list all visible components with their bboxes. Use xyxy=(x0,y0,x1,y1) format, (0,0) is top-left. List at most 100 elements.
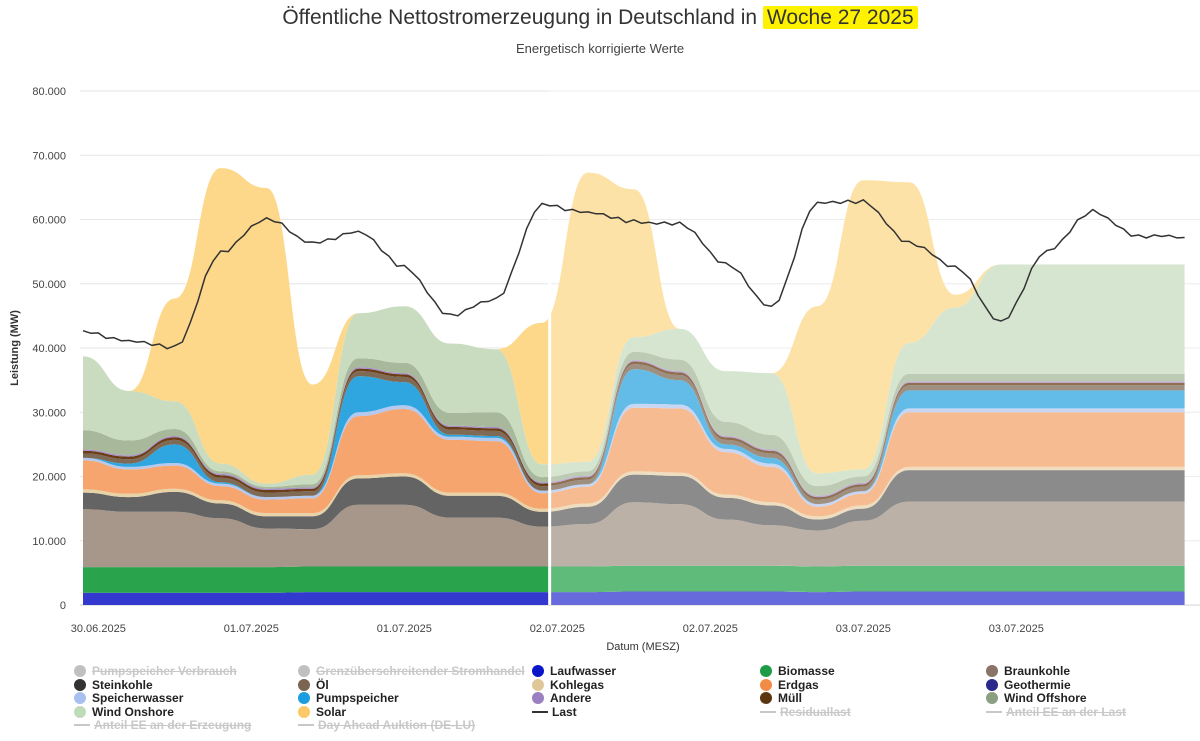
legend-item-geothermie[interactable]: Geothermie xyxy=(986,678,1071,692)
legend-item-day-ahead-auktion-de-lu[interactable]: Day Ahead Auktion (DE-LU) xyxy=(298,718,475,732)
x-tick-label: 03.07.2025 xyxy=(836,623,891,635)
legend-line-marker-icon xyxy=(298,724,314,726)
legend-label: Erdgas xyxy=(778,677,819,692)
title-prefix: Öffentliche Nettostromerzeugung in Deuts… xyxy=(282,6,763,29)
legend-item-anteil-ee-an-der-erzeugung[interactable]: Anteil EE an der Erzeugung xyxy=(74,718,251,732)
area-biomasse xyxy=(83,565,1185,593)
legend-item-last[interactable]: Last xyxy=(532,705,577,719)
legend-label: Müll xyxy=(778,691,802,705)
legend-line-marker-icon xyxy=(986,710,1002,713)
legend-dot-marker-icon xyxy=(760,678,772,691)
legend-label: Solar xyxy=(316,704,347,719)
legend-line-marker-icon xyxy=(760,710,776,713)
legend-dot-marker-icon xyxy=(74,678,86,691)
legend-item-steinkohle[interactable]: Steinkohle xyxy=(74,678,153,692)
y-tick-label: 20.000 xyxy=(32,472,66,484)
legend-dot-marker-icon xyxy=(74,705,86,718)
y-tick-label: 0 xyxy=(60,600,66,612)
legend-item-residuallast[interactable]: Residuallast xyxy=(760,705,851,719)
legend-label: Öl xyxy=(316,677,329,692)
legend-label: Grenzüberschreitender Stromhandel xyxy=(316,664,525,678)
legend-label: Steinkohle xyxy=(92,677,153,692)
legend-label: Last xyxy=(552,704,577,719)
legend-item-grenz-berschreitender-stromhandel[interactable]: Grenzüberschreitender Stromhandel xyxy=(298,664,525,678)
legend-dot-marker-icon xyxy=(298,692,310,704)
y-tick-label: 60.000 xyxy=(32,215,66,227)
y-axis-label: Leistung (MW) xyxy=(9,310,21,386)
area-pumpspeicher xyxy=(83,369,1185,505)
legend-dot-marker-icon xyxy=(532,692,544,704)
last-series-line xyxy=(82,199,1185,350)
legend-dot-marker-icon xyxy=(74,665,86,677)
chart-subtitle: Energetisch korrigierte Werte xyxy=(515,41,685,56)
x-tick-label: 01.07.2025 xyxy=(377,623,432,635)
legend-label: Anteil EE an der Erzeugung xyxy=(94,718,252,732)
legend-item-biomasse[interactable]: Biomasse xyxy=(760,664,835,678)
x-tick-label: 30.06.2025 xyxy=(71,623,126,635)
x-axis-label: Datum (MESZ) xyxy=(606,641,679,653)
legend-item-andere[interactable]: Andere xyxy=(532,691,591,705)
legend-line-marker-icon xyxy=(532,710,548,713)
legend-item-anteil-ee-an-der-last[interactable]: Anteil EE an der Last xyxy=(986,705,1126,719)
x-tick-label: 03.07.2025 xyxy=(989,623,1044,635)
legend-dot-marker-icon xyxy=(298,705,310,718)
legend-label: Laufwasser xyxy=(550,664,617,678)
legend-label: Geothermie xyxy=(1004,677,1071,692)
legend-item-speicherwasser[interactable]: Speicherwasser xyxy=(74,691,183,705)
legend-item-l[interactable]: Öl xyxy=(298,678,329,692)
legend-label: Residuallast xyxy=(780,704,851,719)
area-laufwasser xyxy=(83,591,1185,605)
legend-dot-marker-icon xyxy=(74,692,86,704)
legend-label: Wind Offshore xyxy=(1004,691,1087,705)
x-axis: 30.06.202530.06.202501.07.202501.07.2025… xyxy=(71,623,1044,635)
legend-dot-marker-icon xyxy=(532,665,544,677)
legend-line-marker-icon xyxy=(74,724,90,726)
area-steinkohle xyxy=(83,470,1185,531)
x-tick-label: 02.07.2025 xyxy=(683,623,738,635)
legend-label: Day Ahead Auktion (DE-LU) xyxy=(318,718,476,732)
area-wind-onshore xyxy=(83,264,1185,487)
legend-label: Anteil EE an der Last xyxy=(1006,704,1127,719)
legend-dot-marker-icon xyxy=(298,678,310,691)
projection-overlay xyxy=(548,81,1200,605)
legend-item-erdgas[interactable]: Erdgas xyxy=(760,678,819,692)
chart-plot: 0 10.000 20.000 30.000 40.000 50.000 60.000 70.… xyxy=(9,81,1200,653)
y-tick-label: 70.000 xyxy=(32,150,66,162)
y-tick-label: 30.000 xyxy=(32,407,66,419)
legend-label: Wind Onshore xyxy=(92,704,174,719)
legend-item-solar[interactable]: Solar xyxy=(298,705,346,719)
legend-dot-marker-icon xyxy=(760,665,772,677)
area-braunkohle xyxy=(83,501,1185,568)
x-tick-label: 02.07.2025 xyxy=(530,623,585,635)
legend-item-laufwasser[interactable]: Laufwasser xyxy=(532,664,616,678)
x-tick-label: 01.07.2025 xyxy=(224,623,279,635)
legend-item-pumpspeicher[interactable]: Pumpspeicher xyxy=(298,691,399,705)
legend-item-pumpspeicher-verbrauch[interactable]: Pumpspeicher Verbrauch xyxy=(74,664,237,678)
area-erdgas xyxy=(83,407,1185,517)
y-tick-label: 80.000 xyxy=(32,86,66,98)
legend-dot-marker-icon xyxy=(986,678,998,691)
legend-label: Andere xyxy=(550,691,592,705)
legend-label: Biomasse xyxy=(778,664,835,678)
y-tick-label: 50.000 xyxy=(32,279,66,291)
legend-label: Braunkohle xyxy=(1004,664,1071,678)
stacked-areas xyxy=(83,168,1185,605)
legend-label: Kohlegas xyxy=(550,677,605,692)
legend-dot-marker-icon xyxy=(298,665,310,677)
y-tick-label: 10.000 xyxy=(32,536,66,548)
legend-dot-marker-icon xyxy=(986,665,998,677)
legend-item-kohlegas[interactable]: Kohlegas xyxy=(532,678,604,692)
area-solar xyxy=(83,168,1185,484)
legend-dot-marker-icon xyxy=(532,678,544,691)
projection-fade xyxy=(549,81,1200,605)
legend-dot-marker-icon xyxy=(986,692,998,704)
legend-dot-marker-icon xyxy=(760,692,772,704)
y-tick-label: 40.000 xyxy=(32,343,66,355)
legend-item-m-ll[interactable]: Müll xyxy=(760,691,802,705)
legend-item-wind-offshore[interactable]: Wind Offshore xyxy=(986,691,1087,705)
legend-label: Speicherwasser xyxy=(92,691,184,705)
chart-title-text: Öffentliche Nettostromerzeugung in Deuts… xyxy=(282,6,918,29)
legend-label: Pumpspeicher Verbrauch xyxy=(92,664,237,678)
legend-item-braunkohle[interactable]: Braunkohle xyxy=(986,664,1070,678)
legend-item-wind-onshore[interactable]: Wind Onshore xyxy=(74,705,174,719)
